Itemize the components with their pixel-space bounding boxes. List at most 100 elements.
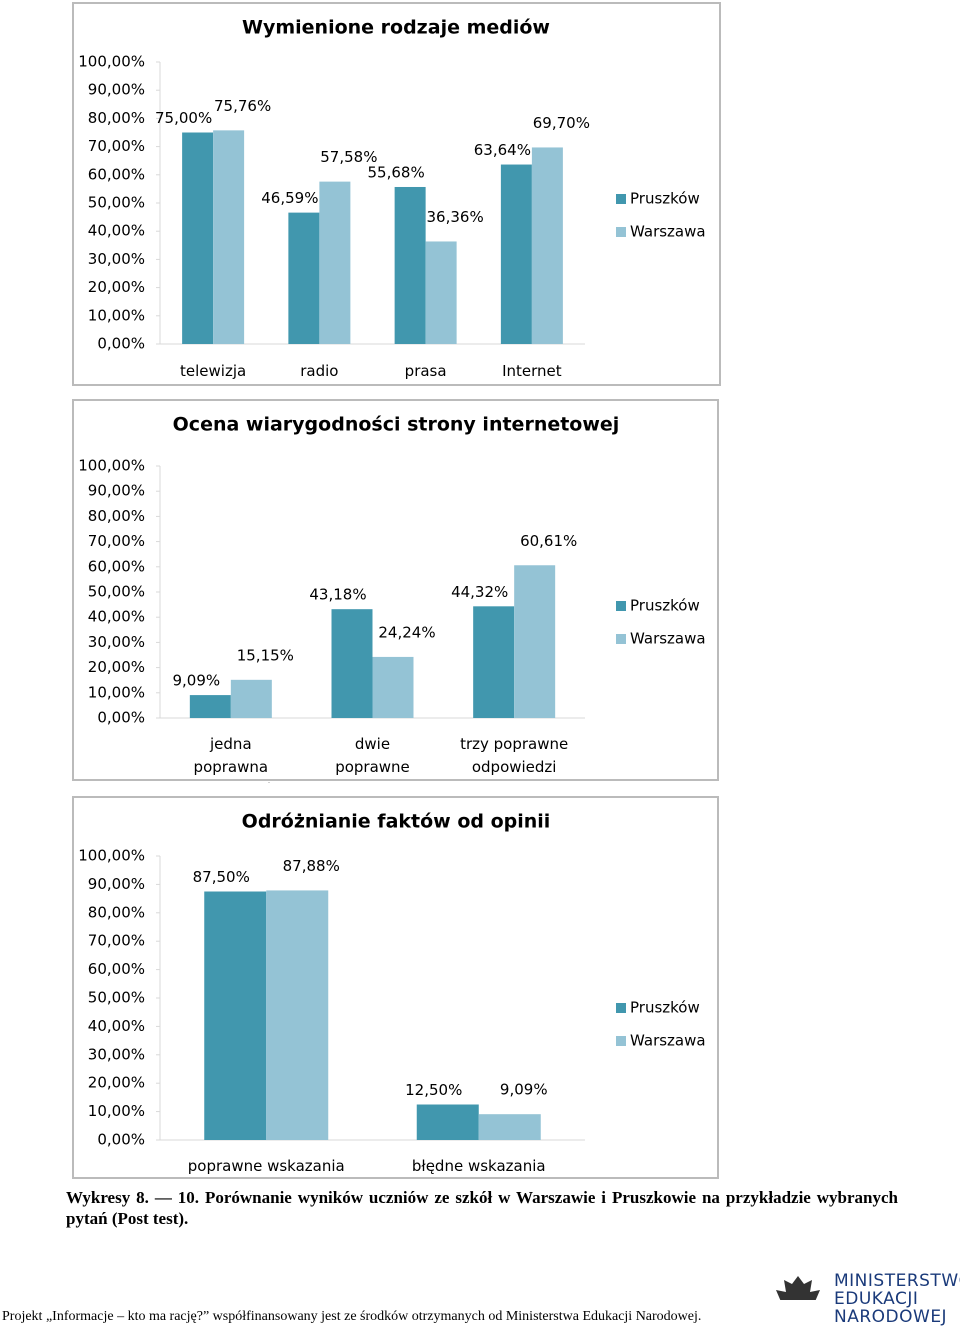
x-tick-label: poprawne wskazania bbox=[187, 1157, 345, 1175]
bar bbox=[473, 606, 515, 718]
y-tick-label: 50,00% bbox=[88, 989, 145, 1007]
value-label: 69,70% bbox=[533, 114, 590, 132]
value-label: 75,76% bbox=[214, 97, 271, 115]
bar bbox=[266, 890, 329, 1140]
legend-label: Warszawa bbox=[630, 1032, 706, 1050]
y-tick-label: 100,00% bbox=[78, 847, 145, 865]
bar bbox=[319, 181, 351, 344]
y-tick-label: 10,00% bbox=[88, 1102, 145, 1120]
x-tick-label-box: Internet bbox=[502, 362, 562, 380]
x-tick-label-box: trzy poprawne odpowiedzi bbox=[460, 735, 569, 776]
value-label: 9,09% bbox=[500, 1081, 548, 1099]
y-tick-label: 100,00% bbox=[78, 457, 145, 475]
bar bbox=[416, 1104, 479, 1140]
x-tick-label: błędne wskazania bbox=[411, 1157, 546, 1175]
chart-title: Odróżnianie faktów od opinii bbox=[242, 811, 551, 833]
y-tick-label: 60,00% bbox=[88, 960, 145, 978]
y-tick-label: 40,00% bbox=[88, 608, 145, 626]
x-tick-label: prasa bbox=[404, 362, 447, 380]
y-tick-label: 80,00% bbox=[88, 109, 145, 127]
y-tick-label: 20,00% bbox=[88, 278, 145, 296]
y-tick-label: 100,00% bbox=[78, 53, 145, 71]
y-tick-label: 40,00% bbox=[88, 1017, 145, 1035]
chart-title: Wymienione rodzaje mediów bbox=[242, 17, 550, 39]
value-label: 36,36% bbox=[427, 208, 484, 226]
x-tick-label-box: telewizja bbox=[180, 362, 247, 380]
bar bbox=[531, 147, 563, 344]
legend-label: Warszawa bbox=[630, 630, 706, 648]
y-tick-label: 70,00% bbox=[88, 932, 145, 950]
y-tick-label: 20,00% bbox=[88, 658, 145, 676]
footer: Projekt „Informacje – kto ma rację?” wsp… bbox=[2, 1309, 702, 1324]
bar bbox=[372, 656, 414, 718]
y-tick-label: 0,00% bbox=[97, 335, 145, 353]
legend-label: Pruszków bbox=[630, 999, 700, 1017]
bar bbox=[425, 241, 457, 344]
legend-swatch bbox=[616, 1036, 626, 1046]
y-tick-label: 90,00% bbox=[88, 81, 145, 99]
legend-swatch bbox=[616, 194, 626, 204]
legend-swatch bbox=[616, 227, 626, 237]
value-label: 46,59% bbox=[261, 189, 318, 207]
bar bbox=[230, 679, 272, 718]
chart-frame bbox=[72, 796, 719, 1179]
value-label: 55,68% bbox=[368, 163, 425, 181]
y-tick-label: 80,00% bbox=[88, 903, 145, 921]
x-tick-label: radio bbox=[300, 362, 339, 380]
value-label: 87,50% bbox=[193, 868, 250, 886]
legend-swatch bbox=[616, 1003, 626, 1013]
x-tick-label-box: błędne wskazania bbox=[411, 1157, 546, 1175]
caption: Wykresy 8. — 10. Porównanie wyników uczn… bbox=[66, 1188, 898, 1228]
bar bbox=[331, 609, 373, 718]
bar bbox=[213, 130, 245, 344]
y-tick-label: 60,00% bbox=[88, 557, 145, 575]
x-tick-label: telewizja bbox=[180, 362, 247, 380]
x-tick-label-box: jedna poprawna odpowiedź bbox=[191, 735, 271, 783]
value-label: 15,15% bbox=[237, 646, 294, 664]
value-label: 12,50% bbox=[405, 1081, 462, 1099]
y-tick-label: 20,00% bbox=[88, 1074, 145, 1092]
x-tick-label-box: radio bbox=[300, 362, 339, 380]
legend-label: Warszawa bbox=[630, 223, 706, 241]
charts: Wymienione rodzaje mediów 0,00% 10,00% 20,0… bbox=[72, 2, 820, 1300]
value-label: 87,88% bbox=[283, 857, 340, 875]
bar bbox=[204, 891, 267, 1140]
y-tick-label: 70,00% bbox=[88, 532, 145, 550]
bar bbox=[288, 212, 320, 344]
bar bbox=[189, 695, 231, 718]
value-label: 43,18% bbox=[309, 586, 366, 604]
legend-label: Pruszków bbox=[630, 190, 700, 208]
value-label: 63,64% bbox=[474, 141, 531, 159]
value-label: 24,24% bbox=[378, 623, 435, 641]
logo-line: EDUKACJI bbox=[834, 1289, 919, 1309]
value-label: 60,61% bbox=[520, 532, 577, 550]
y-tick-label: 90,00% bbox=[88, 875, 145, 893]
y-tick-label: 30,00% bbox=[88, 633, 145, 651]
chart-title: Ocena wiarygodności strony internetowej bbox=[173, 414, 620, 436]
x-tick-label-box: prasa bbox=[404, 362, 447, 380]
chart-frame bbox=[72, 2, 721, 386]
y-tick-label: 40,00% bbox=[88, 222, 145, 240]
y-tick-label: 60,00% bbox=[88, 165, 145, 183]
x-tick-label: trzy poprawne odpowiedzi bbox=[460, 735, 569, 776]
value-label: 44,32% bbox=[451, 583, 508, 601]
y-tick-label: 70,00% bbox=[88, 137, 145, 155]
value-label: 57,58% bbox=[320, 148, 377, 166]
x-tick-label-box: dwie poprawne odpowiedzi bbox=[330, 735, 415, 783]
y-tick-label: 10,00% bbox=[88, 683, 145, 701]
y-tick-label: 80,00% bbox=[88, 507, 145, 525]
x-tick-label: dwie poprawne odpowiedzi bbox=[330, 735, 415, 783]
logo-line: MINISTERSTWO bbox=[834, 1271, 960, 1291]
x-tick-label: Internet bbox=[502, 362, 562, 380]
logo: MINISTERSTWO EDUKACJI NARODOWEJ bbox=[834, 1272, 960, 1326]
value-label: 9,09% bbox=[173, 672, 221, 690]
value-label: 75,00% bbox=[155, 109, 212, 127]
y-tick-label: 50,00% bbox=[88, 583, 145, 601]
legend-label: Pruszków bbox=[630, 597, 700, 615]
y-tick-label: 50,00% bbox=[88, 194, 145, 212]
x-tick-label: jedna poprawna odpowiedź bbox=[191, 735, 271, 783]
chart-frame bbox=[72, 399, 719, 781]
y-tick-label: 0,00% bbox=[97, 709, 145, 727]
bar bbox=[182, 132, 214, 344]
